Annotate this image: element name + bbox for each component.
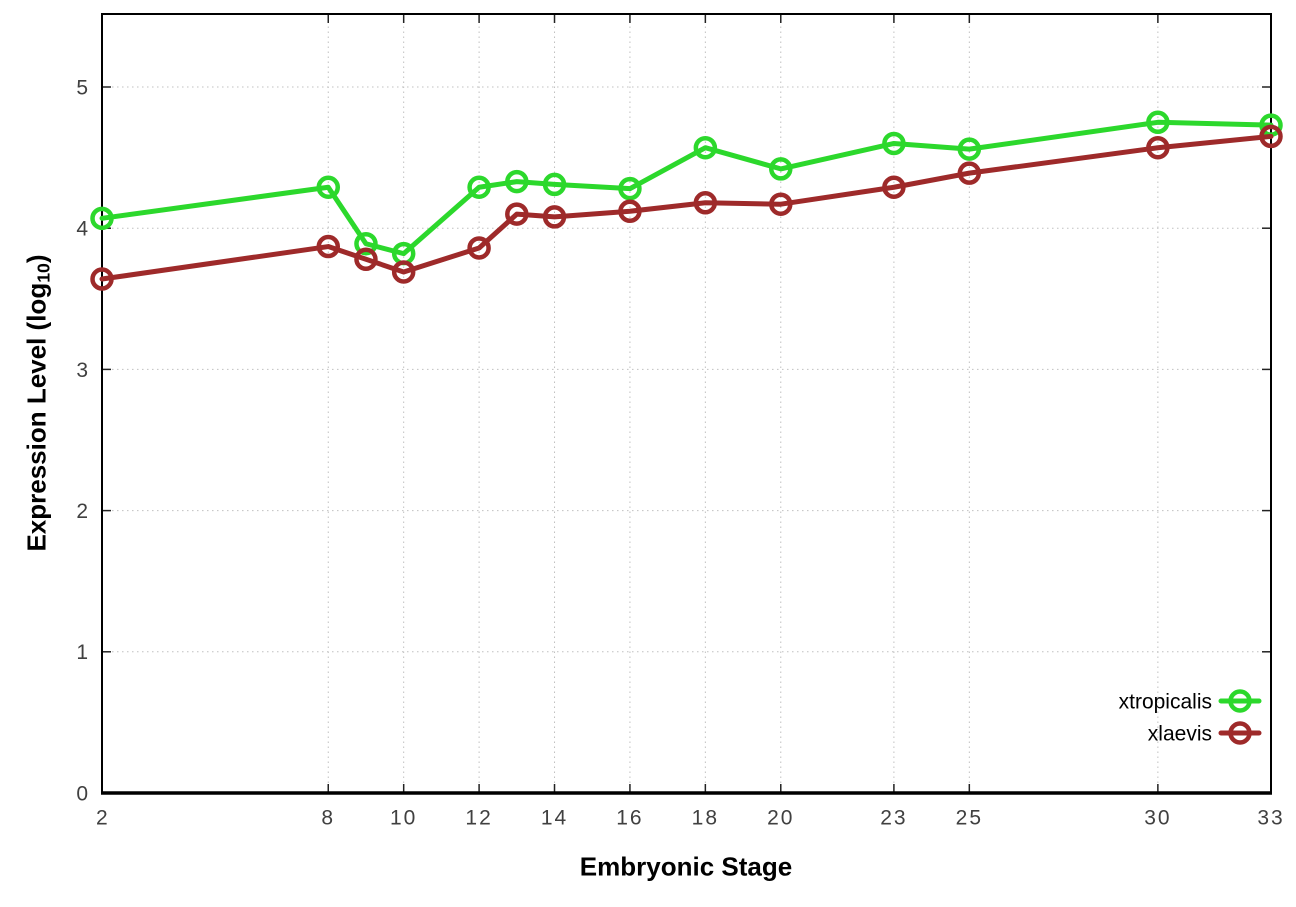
data-point-xtropicalis-stage-18 [693,135,718,160]
y-tick-label-5: 5 [76,76,89,99]
y-tick-label-4: 4 [76,218,89,241]
data-point-xlaevis-stage-9 [354,247,378,272]
x-tick-label-8: 8 [321,806,335,829]
data-point-xlaevis-stage-20 [769,192,793,216]
series-line-xlaevis [99,133,1274,282]
x-tick-label-30: 30 [1144,806,1171,829]
data-point-xlaevis-stage-13 [505,202,529,226]
x-tick-label-18: 18 [692,806,719,829]
data-point-xtropicalis-stage-14 [542,172,567,197]
x-tick-label-23: 23 [880,806,907,829]
data-point-xlaevis-stage-16 [618,199,642,224]
x-tick-label-33: 33 [1257,806,1284,829]
data-point-xlaevis-stage-12 [467,236,491,260]
legend-label-xlaevis: xlaevis [1148,722,1212,745]
x-tick-label-12: 12 [465,806,492,829]
x-tick-label-2: 2 [96,806,110,829]
data-point-xlaevis-stage-33 [1259,124,1283,149]
data-point-xtropicalis-stage-13 [505,169,529,194]
data-point-xlaevis-stage-10 [391,260,416,284]
data-point-xtropicalis-stage-16 [618,176,642,201]
data-point-xtropicalis-stage-25 [957,137,982,161]
x-tick-label-14: 14 [541,806,568,829]
data-point-xtropicalis-stage-9 [354,231,378,256]
x-tick-label-10: 10 [390,806,417,829]
x-tick-label-25: 25 [956,806,983,829]
y-axis-title-text: Expression Level (log [21,282,52,552]
data-point-xtropicalis-stage-20 [769,157,793,181]
legend-sample-marker-xtropicalis [1228,689,1252,713]
y-axis-title: Expression Level (log10) [21,254,54,552]
data-point-xlaevis-stage-30 [1146,135,1170,160]
data-point-xtropicalis-stage-30 [1146,110,1170,135]
data-point-xtropicalis-stage-12 [467,175,491,200]
x-axis-title: Embryonic Stage [579,851,793,882]
data-point-xlaevis-stage-8 [316,234,341,259]
data-point-xlaevis-stage-14 [542,205,567,229]
series-line-xtropicalis [99,119,1274,257]
data-point-xlaevis-stage-23 [882,175,906,200]
data-point-xtropicalis-stage-23 [882,131,906,156]
y-tick-label-0: 0 [76,782,89,805]
data-point-xlaevis-stage-25 [957,161,982,185]
data-point-xlaevis-stage-2 [90,267,114,291]
data-point-xtropicalis-stage-2 [90,206,114,231]
x-tick-label-16: 16 [616,806,643,829]
legend-label-xtropicalis: xtropicalis [1119,690,1212,713]
data-point-xlaevis-stage-18 [693,191,718,215]
data-point-xtropicalis-stage-8 [316,175,341,200]
legend-sample-marker-xlaevis [1228,721,1252,745]
y-tick-label-3: 3 [76,359,89,382]
x-tick-label-20: 20 [767,806,794,829]
y-tick-label-1: 1 [76,641,89,664]
y-axis-title-subscript: 10 [33,263,54,283]
y-tick-label-2: 2 [76,500,89,523]
y-axis-title-suffix: ) [21,254,52,264]
